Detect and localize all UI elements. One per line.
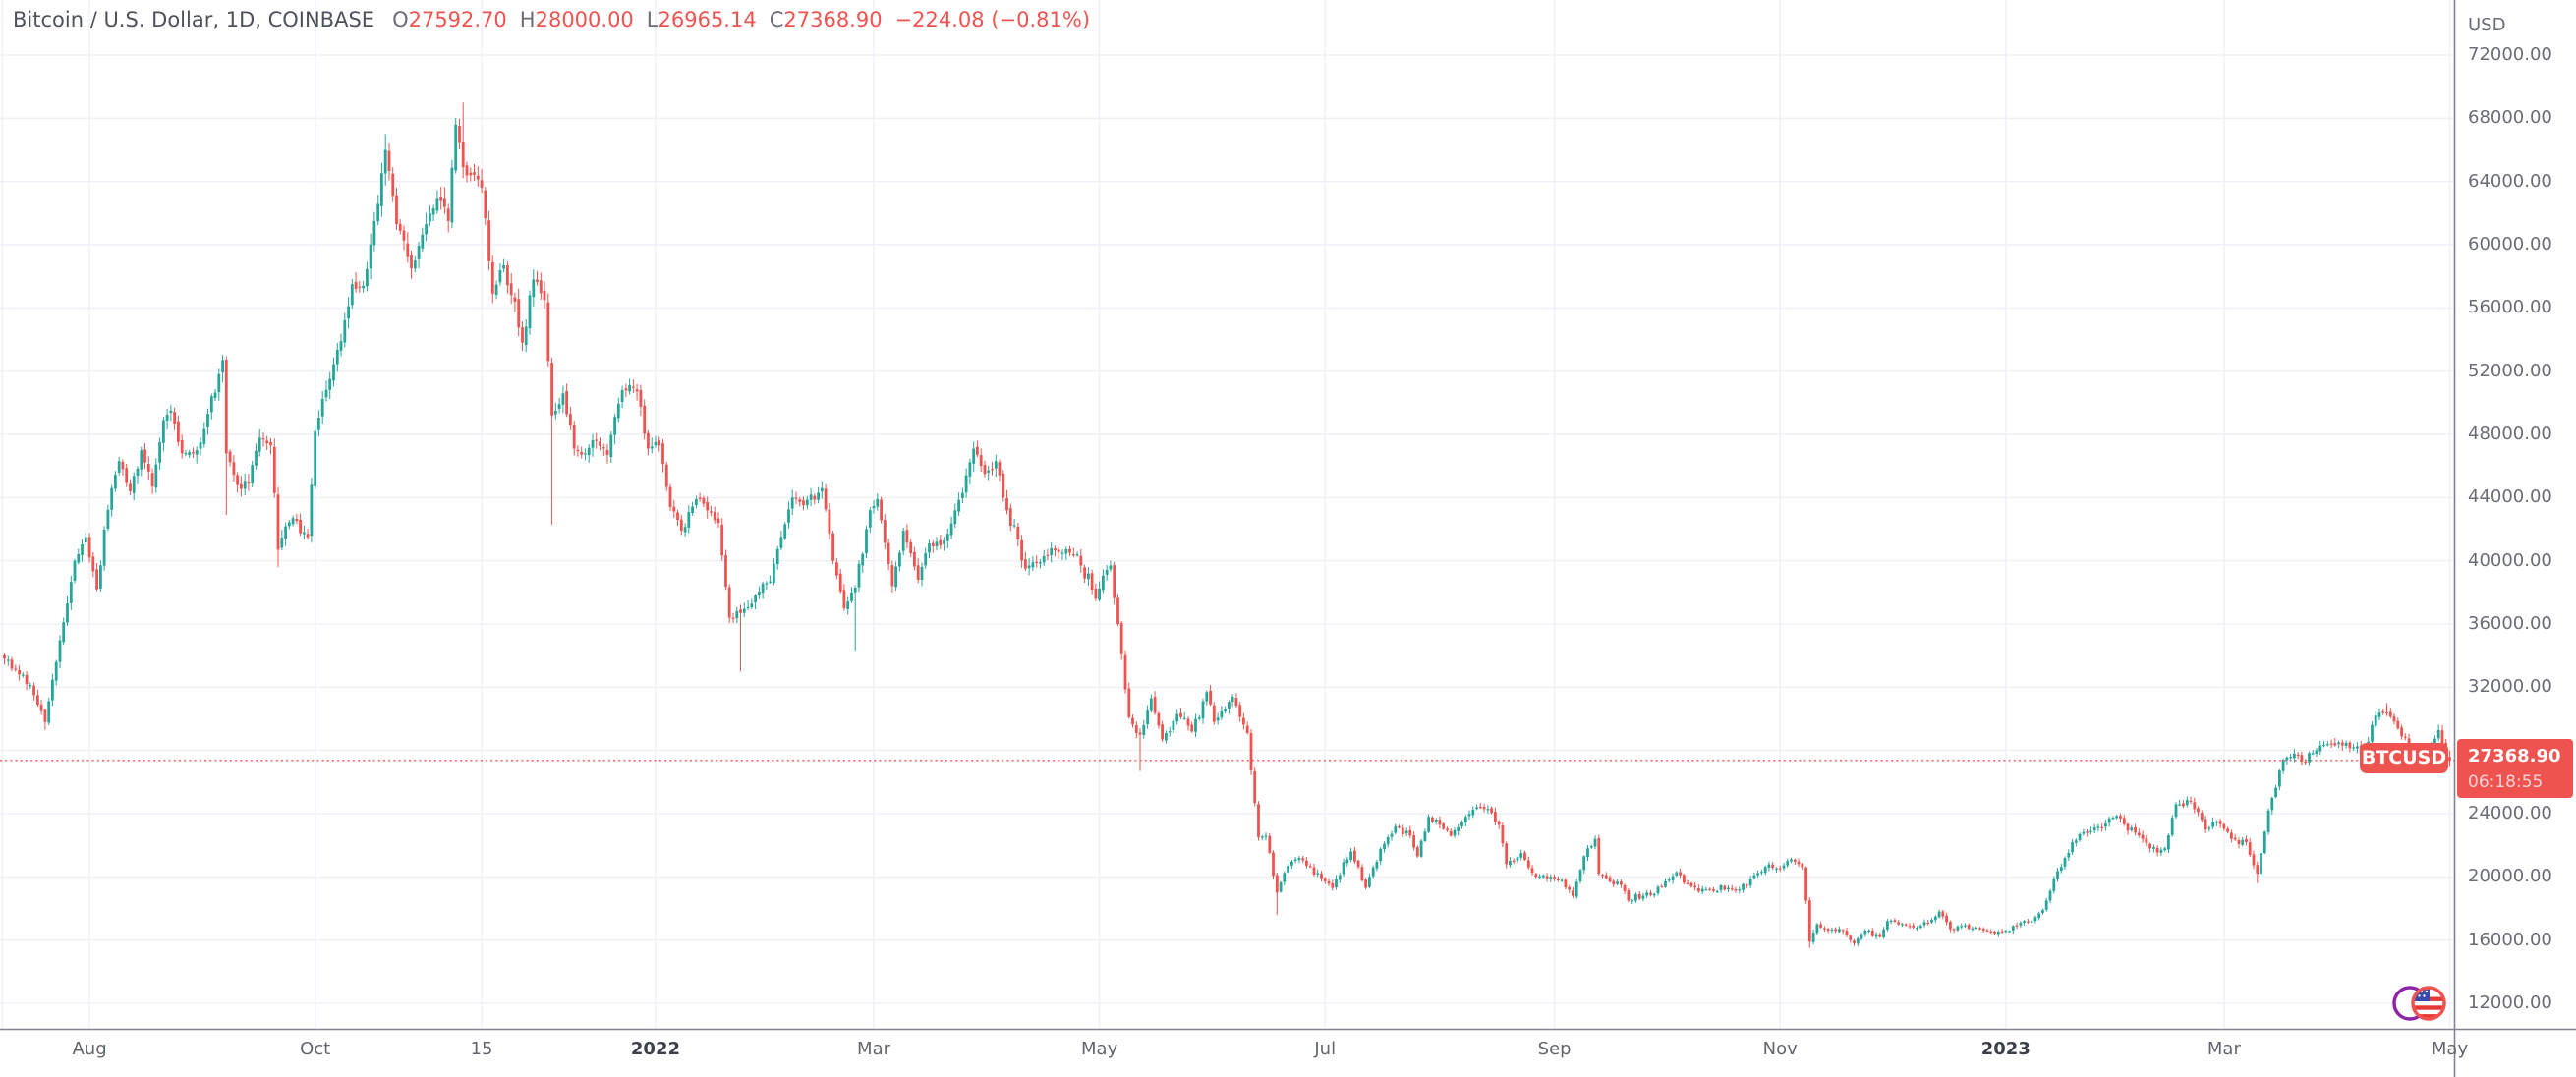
time-tick-label: Oct xyxy=(300,1039,331,1059)
price-tick-label: 44000.00 xyxy=(2468,486,2552,508)
time-tick-label: May xyxy=(2431,1039,2469,1059)
price-tick-label: 64000.00 xyxy=(2468,170,2552,192)
ohlc-open: O27592.70 xyxy=(392,8,507,31)
grid-lines xyxy=(0,0,2454,1029)
price-tick-label: 32000.00 xyxy=(2468,676,2552,698)
bar-countdown-timer: 06:18:55 xyxy=(2468,772,2544,792)
ohlc-low: L26965.14 xyxy=(646,8,757,31)
price-tick-label: 52000.00 xyxy=(2468,360,2552,381)
time-tick-label: Mar xyxy=(2206,1039,2241,1059)
price-tick-label: 48000.00 xyxy=(2468,424,2552,444)
time-tick-label: 15 xyxy=(470,1039,493,1059)
ohlc-close: C27368.90 xyxy=(769,8,883,31)
symbol-badge: BTCUSD xyxy=(2360,743,2448,773)
price-tick-label: 60000.00 xyxy=(2468,234,2552,255)
currency-label: USD xyxy=(2468,15,2506,35)
ohlc-high: H28000.00 xyxy=(519,8,634,31)
price-tick-label: 16000.00 xyxy=(2468,929,2552,950)
time-tick-label: Mar xyxy=(857,1039,891,1059)
time-tick-label: Jul xyxy=(1314,1039,1337,1059)
price-scale[interactable]: USD 72000.00 68000.00 64000.00 60000.00 5600… xyxy=(2454,0,2576,1029)
current-price-value: 27368.90 xyxy=(2468,746,2561,766)
time-tick-label: 2022 xyxy=(630,1039,680,1059)
price-tick-label: 20000.00 xyxy=(2468,866,2552,887)
time-tick-label: May xyxy=(1081,1039,1118,1059)
price-tick-label: 72000.00 xyxy=(2468,44,2552,65)
time-tick-label: Sep xyxy=(1537,1039,1572,1059)
symbol-pair-logo xyxy=(2392,986,2446,1021)
current-price-badge: 27368.90 06:18:55 xyxy=(2457,739,2573,798)
time-tick-label: Aug xyxy=(72,1039,107,1059)
time-scale[interactable]: Aug Oct 15 2022 Mar May Jul Sep Nov 2023 Mar May xyxy=(0,1029,2576,1077)
price-tick-label: 56000.00 xyxy=(2468,297,2552,318)
price-tick-label: 12000.00 xyxy=(2468,992,2552,1013)
time-tick-label: 2023 xyxy=(1980,1039,2031,1059)
candles xyxy=(3,102,2451,948)
symbol-header: Bitcoin / U.S. Dollar, 1D, COINBASE O275… xyxy=(13,8,1090,31)
price-tick-label: 68000.00 xyxy=(2468,107,2552,129)
price-tick-label: 40000.00 xyxy=(2468,549,2552,571)
change-value: −224.08 (−0.81%) xyxy=(894,8,1091,31)
price-tick-label: 36000.00 xyxy=(2468,613,2552,634)
price-tick-label: 24000.00 xyxy=(2468,803,2552,823)
symbol-title[interactable]: Bitcoin / U.S. Dollar, 1D, COINBASE xyxy=(13,8,375,31)
time-tick-label: Nov xyxy=(1762,1039,1798,1059)
